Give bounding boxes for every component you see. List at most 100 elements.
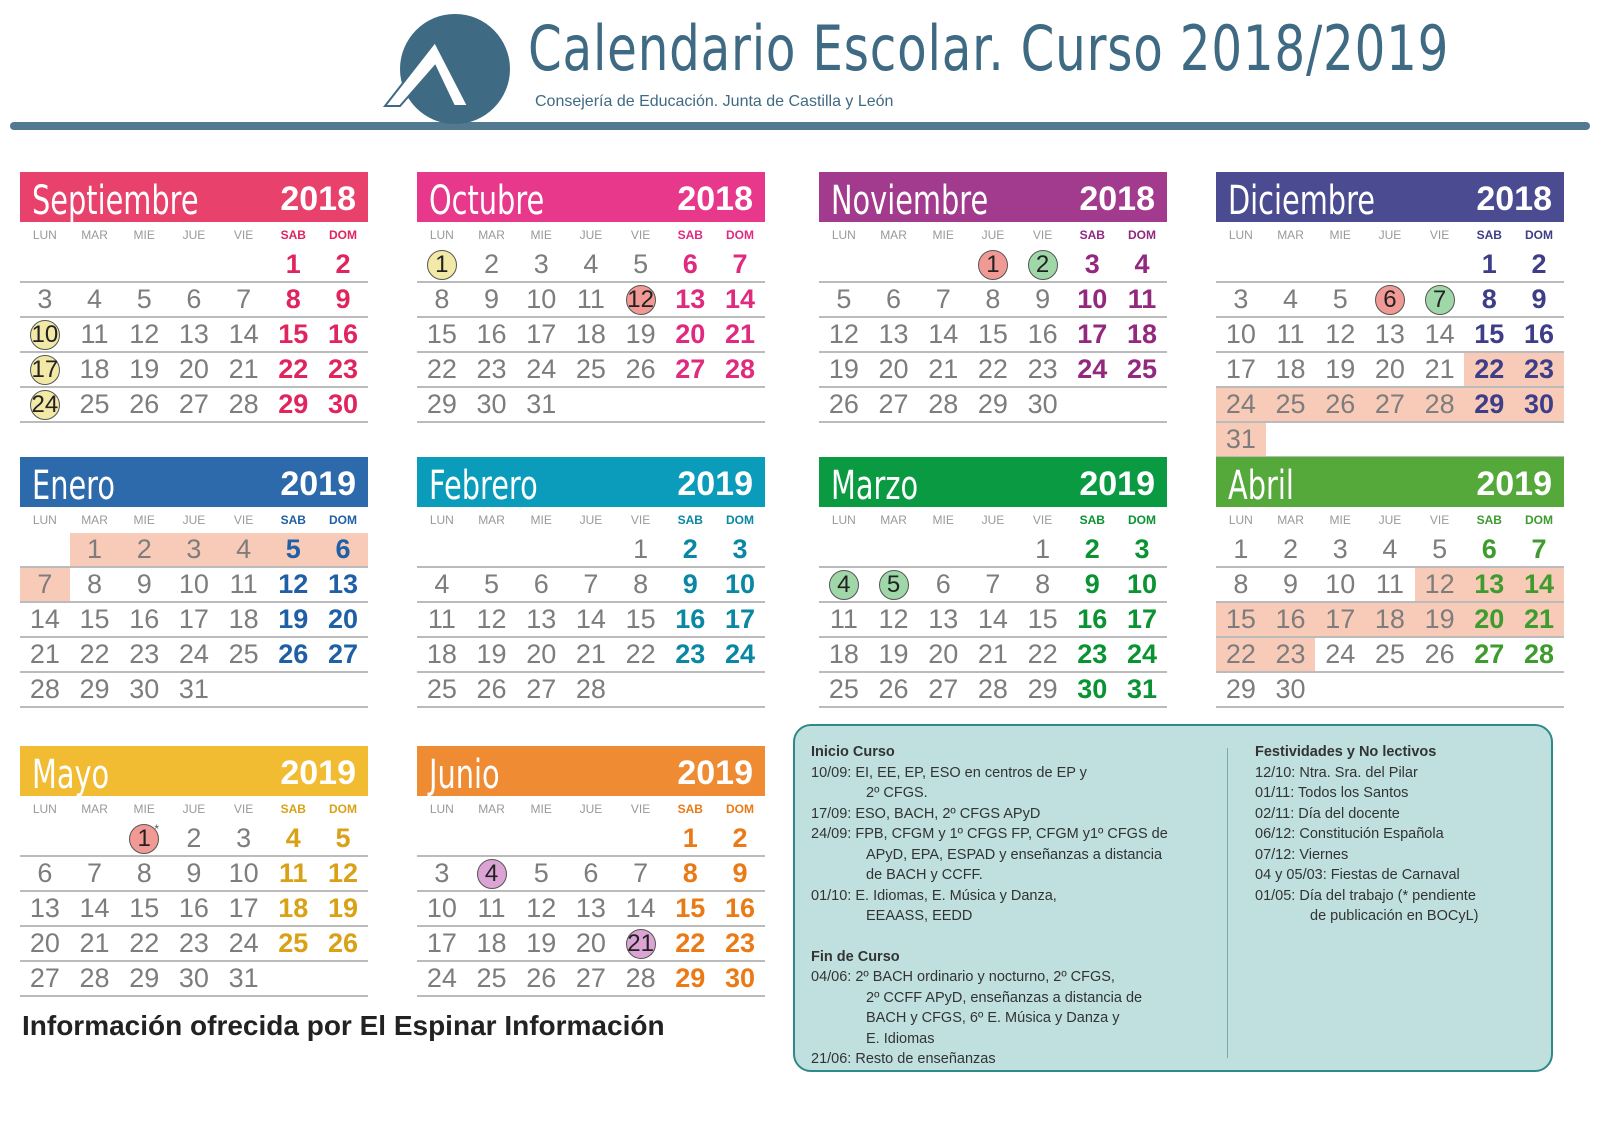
- day-cell: 5: [516, 857, 566, 890]
- weekday-label: JUE: [579, 802, 603, 816]
- info-line: 06/12: Constitución Española: [1255, 826, 1444, 842]
- empty-day: [869, 533, 919, 566]
- day-highlight-circle: [476, 858, 507, 889]
- weekday-label: MIE: [1329, 228, 1351, 242]
- day-number: 1: [435, 250, 449, 278]
- week-row: 20 21 22 23 24 25 26: [20, 927, 368, 962]
- day-cell: 24: [20, 388, 70, 421]
- day-cell: 7: [219, 283, 269, 316]
- day-number: 14: [1424, 319, 1455, 349]
- day-cell: 19: [819, 353, 869, 386]
- empty-day: [819, 248, 869, 281]
- day-cell: 1: [616, 533, 666, 566]
- day-number: 18: [228, 604, 259, 634]
- day-cell: 31: [1216, 423, 1266, 456]
- day-number: 10: [526, 284, 557, 314]
- day-cell: 30: [1514, 388, 1564, 421]
- day-number: 8: [985, 284, 1001, 314]
- day-cell: 29: [119, 962, 169, 995]
- day-number: 13: [526, 604, 557, 634]
- weekday-label: LUN: [831, 513, 856, 527]
- info-line: de BACH y CCFF.: [866, 867, 983, 883]
- day-cell: 12: [819, 318, 869, 351]
- day-cell: 8: [968, 283, 1018, 316]
- empty-day: [20, 822, 70, 855]
- day-cell: 11: [219, 568, 269, 601]
- day-cell: 23: [1018, 353, 1068, 386]
- day-cell: 6: [169, 283, 219, 316]
- day-cell: 26: [318, 927, 368, 960]
- day-cell: 18: [219, 603, 269, 636]
- day-number: 19: [1325, 354, 1356, 384]
- week-row: 13 14 15 16 17 18 19: [20, 892, 368, 927]
- day-number: 21: [627, 929, 654, 957]
- day-cell: 2: [169, 822, 219, 855]
- day-number: 14: [724, 284, 755, 314]
- day-number: 26: [1424, 639, 1455, 669]
- week-row: 8 9 10 11 12 13 14: [1216, 568, 1564, 603]
- day-number: 6: [935, 569, 951, 599]
- info-line: 04 y 05/03: Fiestas de Carnaval: [1255, 867, 1460, 883]
- day-cell: 24: [1216, 388, 1266, 421]
- day-number: 4: [837, 570, 851, 598]
- day-number: 18: [828, 639, 859, 669]
- month-diciembre: Diciembre 2018 LUN MAR MIE JUE VIE SAB DOM 1 2 3 4 5 6…: [1216, 172, 1564, 458]
- day-cell: 22: [268, 353, 318, 386]
- day-cell: 10: [20, 318, 70, 351]
- info-line: 01/10: E. Idiomas, E. Música y Danza,: [811, 887, 1057, 904]
- day-number: 26: [828, 389, 859, 419]
- month-year: 2019: [677, 465, 753, 503]
- day-cell: 16: [1018, 318, 1068, 351]
- day-cell: 4: [417, 568, 467, 601]
- weekday-label: MAR: [880, 513, 907, 527]
- day-number: 11: [829, 604, 858, 634]
- day-number: 7: [633, 858, 649, 888]
- day-number: 19: [526, 928, 557, 958]
- day-number: 23: [1027, 354, 1058, 384]
- info-line: 01/05: Día del trabajo (* pendiente: [1255, 887, 1476, 904]
- day-number: 1: [1035, 534, 1051, 564]
- week-row: 19 20 21 22 23 24 25: [819, 353, 1167, 388]
- day-cell: 19: [467, 638, 517, 671]
- day-cell: 28: [918, 388, 968, 421]
- day-number: 6: [37, 858, 53, 888]
- day-number: 29: [1027, 674, 1058, 704]
- month-header: Noviembre 2018: [819, 172, 1167, 224]
- day-cell: 19: [1414, 603, 1465, 636]
- day-number: 5: [1332, 284, 1348, 314]
- week-row: 24 25 26 27 28 29 30: [1216, 388, 1564, 423]
- day-number: 10: [426, 893, 457, 923]
- day-cell: 7: [1514, 533, 1564, 566]
- day-number: 13: [1374, 319, 1405, 349]
- day-cell: 14: [918, 318, 968, 351]
- day-cell: 10: [1315, 568, 1365, 601]
- day-cell: 8: [616, 568, 666, 601]
- day-number: 15: [426, 319, 457, 349]
- day-cell: 4: [268, 822, 318, 855]
- day-number: 5: [886, 570, 901, 598]
- day-cell: 28: [715, 353, 765, 386]
- day-number: 12: [1325, 319, 1356, 349]
- weekday-label: LUN: [32, 513, 57, 527]
- day-number: 27: [1474, 639, 1505, 669]
- day-cell: 2: [119, 533, 170, 566]
- day-number: 20: [526, 639, 557, 669]
- day-cell: 3: [1216, 283, 1266, 316]
- day-number: 3: [236, 823, 252, 853]
- day-cell: 24: [516, 353, 566, 386]
- day-cell: 8: [268, 283, 318, 316]
- day-number: 23: [178, 928, 209, 958]
- day-number: 1: [633, 534, 649, 564]
- header-divider: [10, 122, 1590, 130]
- day-cell: 22: [119, 927, 169, 960]
- day-cell: 10: [417, 892, 467, 925]
- day-cell: 7: [70, 857, 120, 890]
- day-cell: 8: [665, 857, 715, 890]
- day-cell: 15: [70, 603, 120, 636]
- day-cell: 26: [819, 388, 869, 421]
- day-cell: 22: [1216, 638, 1266, 671]
- day-number: 25: [828, 674, 859, 704]
- day-number: 25: [228, 639, 259, 669]
- day-cell: 26: [268, 638, 318, 671]
- day-number: 2: [1084, 534, 1100, 564]
